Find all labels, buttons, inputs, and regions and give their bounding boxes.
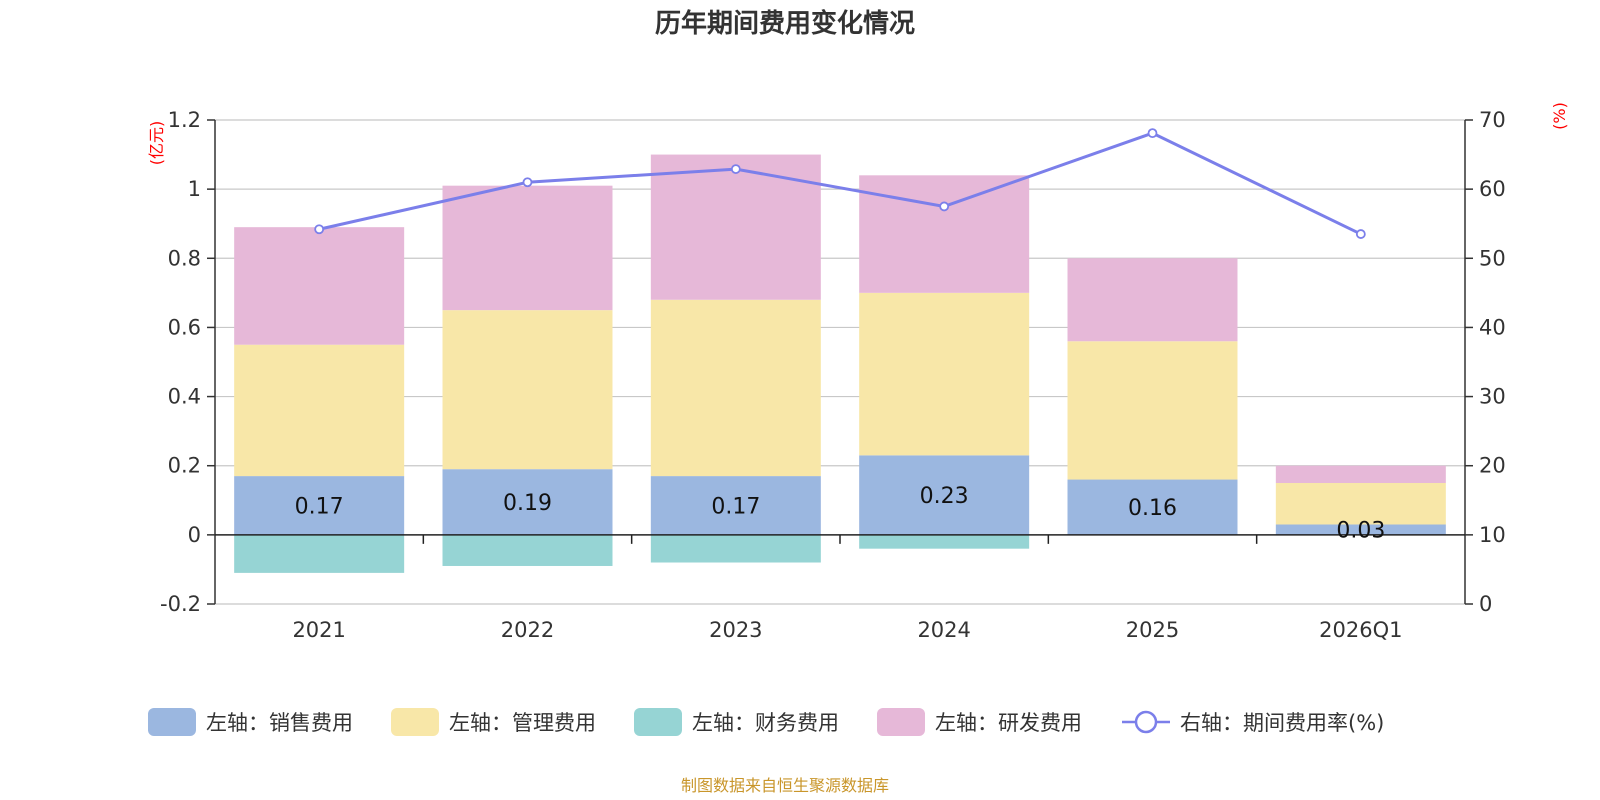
bar-segment [651,535,821,563]
left-tick-label: 0.2 [168,454,201,478]
data-label: 0.16 [1128,496,1177,521]
legend-swatch [634,708,682,736]
right-tick-label: 40 [1479,315,1506,339]
bar-segment [443,310,613,469]
left-axis-unit: (亿元) [147,121,166,166]
rate-point [1149,129,1157,137]
right-tick-label: 60 [1479,177,1506,201]
legend-label: 左轴：财务费用 [692,711,839,735]
data-label: 0.03 [1336,519,1385,544]
legend-marker [1136,712,1156,732]
bar-segment [1068,258,1238,341]
bar-segment [234,345,404,476]
rate-point [315,225,323,233]
bar-segment [859,535,1029,549]
bar-segment [651,300,821,476]
legend-label: 左轴：销售费用 [206,711,353,735]
legend-label: 右轴：期间费用率(%) [1180,711,1384,735]
data-label: 0.17 [711,494,760,519]
legend-label: 左轴：管理费用 [449,711,596,735]
data-label: 0.19 [503,491,552,516]
x-tick-label: 2025 [1126,618,1179,642]
rate-point [732,165,740,173]
left-tick-label: -0.2 [160,592,201,616]
chart-canvas: 历年期间费用变化情况 -0.2 0 0.2 0.4 0.6 0.8 1 1.2 0 10 20 30 4… [0,0,1600,800]
bar-segment [859,293,1029,455]
bar-segment [443,535,613,566]
x-tick-label: 2023 [709,618,762,642]
legend: 左轴：销售费用 左轴：管理费用 左轴：财务费用 左轴：研发费用 右轴：期间费用率(%) [148,708,1384,736]
source-note: 制图数据来自恒生聚源数据库 [681,776,889,795]
x-tick-label: 2024 [917,618,970,642]
bar-series [234,155,1446,573]
bar-segment [859,175,1029,293]
legend-swatch [148,708,196,736]
chart-title: 历年期间费用变化情况 [655,8,915,39]
legend-swatch [391,708,439,736]
rate-point [1357,230,1365,238]
rate-point [524,178,532,186]
bar-segment [443,186,613,310]
x-tick-label: 2022 [501,618,554,642]
left-tick-label: 1 [188,177,201,201]
right-tick-label: 20 [1479,454,1506,478]
right-tick-label: 70 [1479,108,1506,132]
left-tick-label: 0 [188,523,201,547]
left-tick-label: 0.4 [168,385,201,409]
rate-point [940,202,948,210]
data-label: 0.17 [295,494,344,519]
x-tick-label: 2021 [292,618,345,642]
legend-label: 左轴：研发费用 [935,711,1082,735]
bar-segment [234,227,404,345]
bar-segment [1276,466,1446,483]
legend-swatch [877,708,925,736]
right-tick-label: 10 [1479,523,1506,547]
left-tick-label: 0.8 [168,246,201,270]
x-tick-label: 2026Q1 [1319,618,1402,642]
left-tick-label: 0.6 [168,315,201,339]
bar-segment [234,535,404,573]
bar-segment [651,155,821,300]
right-tick-label: 50 [1479,246,1506,270]
data-label: 0.23 [920,484,969,509]
bar-segment [1068,341,1238,479]
right-tick-label: 30 [1479,385,1506,409]
right-tick-label: 0 [1479,592,1492,616]
right-axis-unit: (%) [1550,102,1569,130]
left-tick-label: 1.2 [168,108,201,132]
